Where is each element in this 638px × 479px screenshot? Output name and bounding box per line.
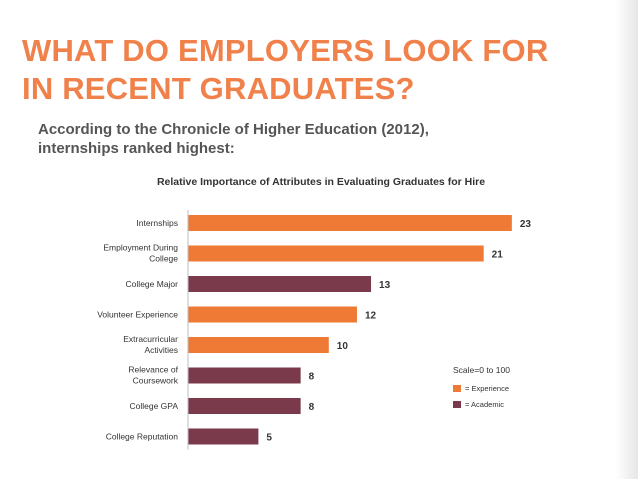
category-label-5: Relevance of Coursework (128, 365, 178, 386)
bar-value-label-7: 5 (266, 433, 272, 444)
bar-1 (188, 245, 484, 262)
category-label-0: Internships (136, 218, 178, 228)
category-label-1: Employment During College (103, 243, 178, 264)
category-label-1-line-0: Employment During (103, 243, 178, 253)
bar-6 (188, 398, 301, 414)
chart-title: Relative Importance of Attributes in Eva… (157, 176, 485, 188)
bar-3 (188, 306, 357, 323)
slide-title-line-1: WHAT DO EMPLOYERS LOOK FOR (22, 33, 549, 68)
legend-swatch-academic (453, 401, 461, 408)
category-label-6-line-0: College GPA (129, 401, 178, 411)
bar-value-label-2: 13 (379, 280, 391, 291)
bar-5 (188, 367, 301, 384)
category-label-1-line-1: College (149, 254, 178, 264)
category-label-3: Volunteer Experience (97, 310, 178, 320)
bar-7 (188, 428, 259, 445)
category-label-6: College GPA (129, 401, 178, 411)
bar-value-label-4: 10 (337, 341, 349, 352)
legend-label-experience: = Experience (465, 384, 509, 393)
bar-value-label-1: 21 (492, 250, 504, 261)
slide-title: WHAT DO EMPLOYERS LOOK FOR IN RECENT GRA… (22, 32, 622, 108)
bar-2 (188, 276, 372, 292)
category-label-2: College Major (126, 279, 179, 289)
slide-subtitle-line-1: According to the Chronicle of Higher Edu… (38, 121, 429, 138)
legend-swatch-experience (453, 385, 461, 392)
category-label-4: Extracurricular Activities (123, 334, 178, 355)
category-label-5-line-0: Relevance of (128, 365, 178, 375)
slide-subtitle: According to the Chronicle of Higher Edu… (38, 120, 598, 158)
bar-4 (188, 337, 329, 353)
bar-chart: Relative Importance of Attributes in Eva… (97, 176, 532, 450)
category-label-4-line-1: Activities (144, 345, 178, 355)
category-label-7: College Reputation (106, 432, 179, 442)
bar-value-label-5: 8 (309, 372, 315, 383)
category-label-7-line-0: College Reputation (106, 432, 179, 442)
scale-note: Scale=0 to 100 (453, 365, 510, 375)
legend-label-academic: = Academic (465, 400, 504, 409)
slide-edge-shadow (616, 0, 638, 479)
category-label-2-line-0: College Major (126, 279, 179, 289)
slide-subtitle-line-2: internships ranked highest: (38, 140, 235, 157)
bar-value-label-6: 8 (309, 402, 315, 413)
bar-value-label-3: 12 (365, 311, 377, 322)
category-label-4-line-0: Extracurricular (123, 334, 178, 344)
bar-0 (188, 215, 512, 231)
slide-title-line-2: IN RECENT GRADUATES? (22, 71, 415, 106)
category-label-5-line-1: Coursework (133, 376, 179, 386)
bar-value-label-0: 23 (520, 219, 532, 230)
category-label-0-line-0: Internships (136, 218, 178, 228)
category-label-3-line-0: Volunteer Experience (97, 310, 178, 320)
